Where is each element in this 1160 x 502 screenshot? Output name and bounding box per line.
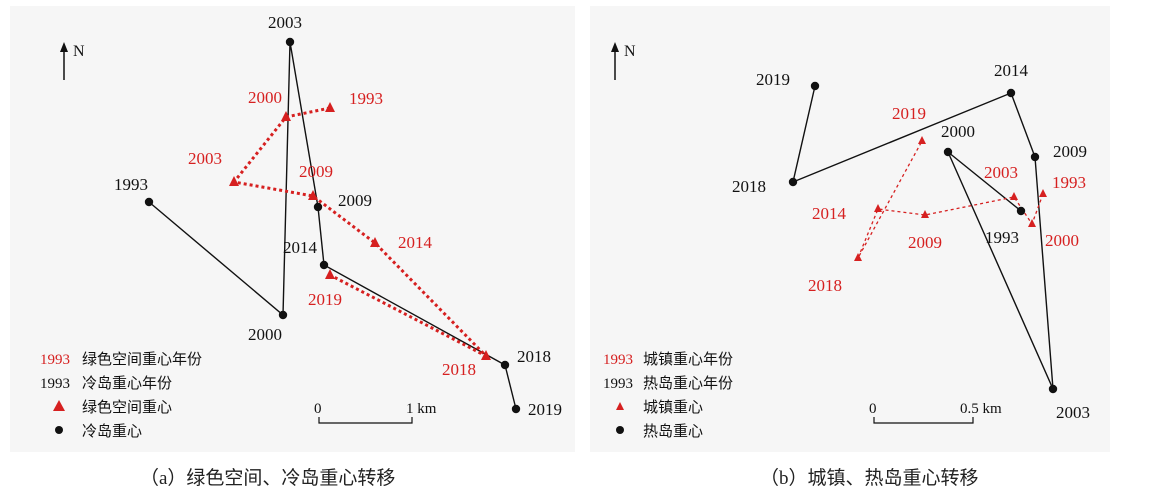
north-label-a: N	[73, 43, 85, 60]
heat-point-1993	[1016, 206, 1026, 216]
urban-label-2014: 2014	[812, 204, 847, 223]
green-point-2000	[281, 111, 291, 121]
green-label-2003: 2003	[188, 149, 222, 168]
cool-point-2003	[285, 37, 295, 47]
panel-a-background	[10, 6, 575, 452]
urban-label-2018: 2018	[808, 276, 842, 295]
legend-urban-marker	[616, 402, 624, 410]
legend-urban-year-label: 城镇重心年份	[643, 351, 733, 368]
heat-label-2014: 2014	[994, 61, 1029, 80]
heat-point-2019	[810, 81, 820, 91]
cool-label-1993: 1993	[114, 175, 148, 194]
cool-label-2003: 2003	[268, 13, 302, 32]
green-point-2009	[308, 190, 318, 200]
legend-b: 1993 城镇重心年份 1993 热岛重心年份 城镇重心 热岛重心	[603, 351, 733, 440]
north-arrow-b: N	[611, 42, 636, 80]
legend-green-year-label: 绿色空间重心年份	[82, 351, 202, 368]
heat-label-2009: 2009	[1053, 142, 1087, 161]
urban-label-2000: 2000	[1045, 231, 1079, 250]
legend-heat-marker	[616, 426, 624, 434]
cool-label-2009: 2009	[338, 191, 372, 210]
heat-point-2009	[1030, 152, 1040, 162]
scale-bar-a: 0 1 km	[314, 401, 437, 424]
panel-b-background	[590, 6, 1110, 452]
green-point-2018	[481, 350, 491, 360]
urban-label-2003: 2003	[984, 163, 1018, 182]
legend-cool-year-label: 冷岛重心年份	[82, 375, 172, 392]
urban-label-1993: 1993	[1052, 173, 1086, 192]
legend-urban-marker-label: 城镇重心	[643, 399, 703, 416]
urban-point-2018	[854, 253, 862, 261]
legend-heat-year: 1993	[603, 376, 633, 392]
cool-island-points	[144, 37, 521, 414]
heat-label-2003: 2003	[1056, 403, 1090, 422]
heat-label-2018: 2018	[732, 177, 766, 196]
scale-a-start: 0	[314, 401, 322, 417]
urban-point-1993	[1039, 189, 1047, 197]
caption-b: （b）城镇、热岛重心转移	[760, 467, 979, 489]
legend-cool-year: 1993	[40, 376, 70, 392]
green-label-2019: 2019	[308, 290, 342, 309]
scale-b-start: 0	[869, 401, 877, 417]
urban-label-2019: 2019	[892, 104, 926, 123]
urban-point-2014	[874, 204, 882, 212]
legend-heat-marker-label: 热岛重心	[643, 423, 703, 440]
green-point-1993	[325, 102, 335, 112]
cool-point-2018	[500, 360, 510, 370]
scale-b-end: 0.5 km	[960, 401, 1002, 417]
green-label-2000: 2000	[248, 88, 282, 107]
urban-point-2009	[921, 210, 929, 218]
panel-b: N 1993 2000 2003 2009	[603, 42, 1090, 489]
urban-point-2000	[1028, 219, 1036, 227]
scale-bar-b: 0 0.5 km	[869, 401, 1002, 424]
cool-point-2019	[511, 404, 521, 414]
legend-urban-year: 1993	[603, 352, 633, 368]
heat-point-2000	[943, 147, 953, 157]
green-space-points	[229, 102, 491, 360]
urban-points	[854, 136, 1047, 261]
north-arrow-a: N	[60, 42, 85, 80]
green-point-2003	[229, 176, 239, 186]
urban-point-2019	[918, 136, 926, 144]
green-label-2018: 2018	[442, 360, 476, 379]
cool-label-2018: 2018	[517, 347, 551, 366]
heat-label-2000: 2000	[941, 122, 975, 141]
green-point-2019	[325, 269, 335, 279]
legend-cool-marker	[55, 426, 63, 434]
north-label-b: N	[624, 43, 636, 60]
heat-island-points	[788, 81, 1058, 394]
legend-heat-year-label: 热岛重心年份	[643, 375, 733, 392]
green-label-2014: 2014	[398, 233, 433, 252]
cool-label-2000: 2000	[248, 325, 282, 344]
legend-green-year: 1993	[40, 352, 70, 368]
legend-green-marker-label: 绿色空间重心	[82, 399, 172, 416]
heat-point-2003	[1048, 384, 1058, 394]
legend-green-marker	[53, 400, 65, 411]
cool-point-1993	[144, 197, 154, 207]
cool-point-2009	[313, 202, 323, 212]
heat-label-1993: 1993	[985, 228, 1019, 247]
heat-point-2018	[788, 177, 798, 187]
green-label-2009: 2009	[299, 162, 333, 181]
heat-point-2014	[1006, 88, 1016, 98]
green-point-2014	[370, 237, 380, 247]
cool-label-2014: 2014	[283, 238, 318, 257]
urban-point-2003	[1010, 192, 1018, 200]
scale-a-end: 1 km	[406, 401, 437, 417]
panel-a: N 1993 2000 2003 2009	[40, 13, 562, 489]
heat-label-2019: 2019	[756, 70, 790, 89]
legend-cool-marker-label: 冷岛重心	[82, 423, 142, 440]
green-label-1993: 1993	[349, 89, 383, 108]
urban-label-2009: 2009	[908, 233, 942, 252]
legend-a: 1993 绿色空间重心年份 1993 冷岛重心年份 绿色空间重心 冷岛重心	[40, 351, 202, 440]
cool-label-2019: 2019	[528, 400, 562, 419]
cool-point-2014	[319, 260, 329, 270]
caption-a: （a）绿色空间、冷岛重心转移	[140, 467, 395, 489]
cool-point-2000	[278, 310, 288, 320]
